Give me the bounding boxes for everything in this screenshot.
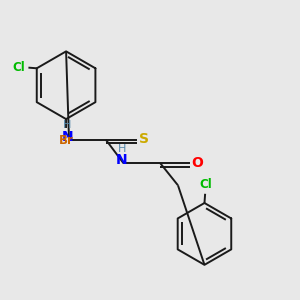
Text: Br: Br [58,134,74,147]
Text: Cl: Cl [13,61,26,74]
Text: O: O [191,156,203,170]
Text: H: H [118,144,126,154]
Text: S: S [140,132,149,146]
Text: H: H [63,120,72,130]
Text: Cl: Cl [199,178,212,190]
Text: N: N [116,153,128,167]
Text: N: N [62,130,74,144]
